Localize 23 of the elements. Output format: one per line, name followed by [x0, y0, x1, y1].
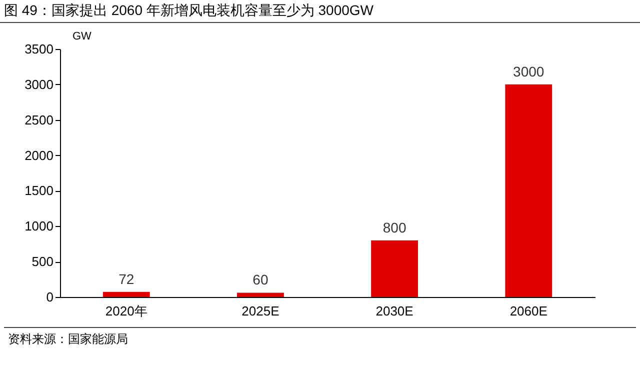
data-label: 800 [382, 219, 406, 236]
y-tick-label: 2000 [24, 148, 54, 163]
bar [236, 292, 284, 297]
data-label: 72 [118, 270, 134, 287]
x-tick-label: 2030E [376, 304, 414, 318]
y-tick-label: 3500 [24, 42, 54, 56]
y-tick-label: 1000 [24, 218, 54, 234]
bar [371, 240, 418, 297]
data-label: 60 [252, 272, 268, 288]
chart-title: 图 49：国家提出 2060 年新增风电装机容量至少为 3000GW [0, 0, 640, 23]
data-label: 3000 [513, 63, 544, 80]
text: 资料来源：国家能源局 [4, 327, 636, 351]
x-tick-label: 2060E [510, 304, 548, 318]
y-tick-label: 1500 [24, 183, 54, 198]
y-tick-label: 3000 [24, 76, 54, 92]
y-axis-title: GW [72, 30, 92, 42]
x-tick-label: 2020年 [105, 304, 148, 318]
bar [102, 292, 150, 297]
y-tick-label: 2500 [24, 112, 54, 128]
x-tick-label: 2025E [242, 304, 280, 318]
bar [505, 84, 552, 297]
y-tick-label: 500 [32, 254, 54, 270]
y-tick-label: 0 [46, 290, 54, 304]
